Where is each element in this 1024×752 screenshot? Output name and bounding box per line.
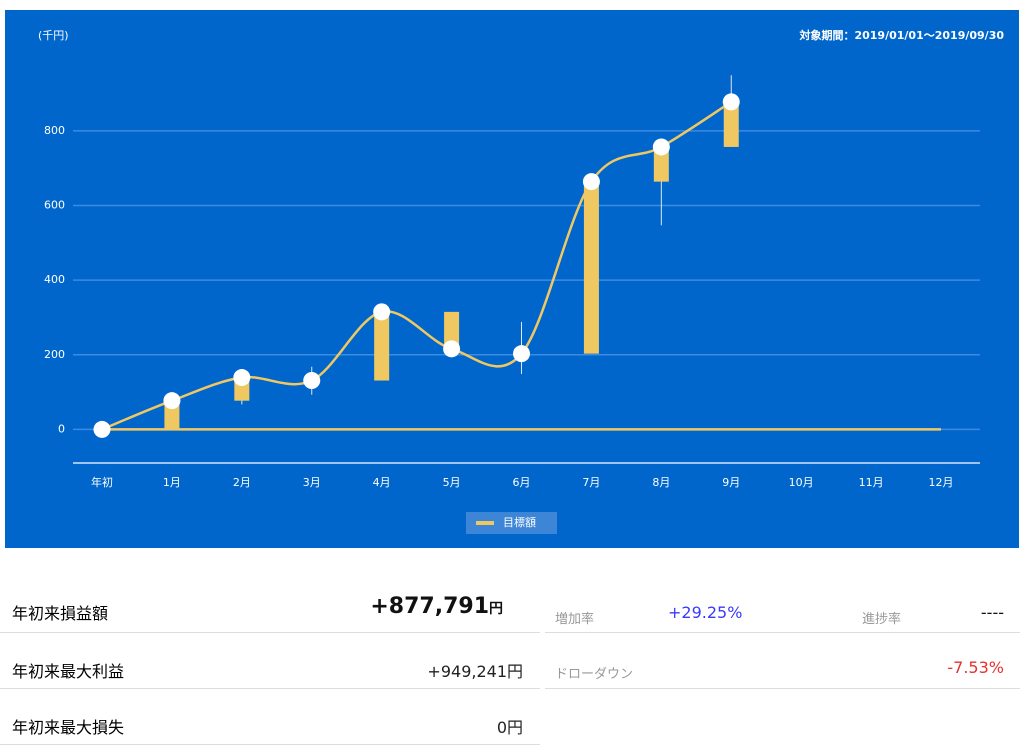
metric-label: 進捗率 <box>862 612 902 627</box>
metric-value: -7.53% <box>947 658 1004 677</box>
row-border <box>0 632 540 633</box>
row-label: 年初来最大損失 <box>12 718 125 737</box>
y-tick-label: 800 <box>44 124 65 137</box>
y-tick-label: 400 <box>44 273 65 286</box>
chart: (千円) 対象期間：2019/01/01〜2019/09/30 0 200 400 6… <box>5 10 1019 548</box>
legend-box <box>466 512 557 534</box>
x-tick-label: 5月 <box>443 476 461 489</box>
result-point <box>722 93 740 111</box>
x-tick-label: 8月 <box>652 476 670 489</box>
x-tick-label: 12月 <box>929 476 954 489</box>
result-point <box>303 372 321 390</box>
metric-value: +29.25% <box>668 603 743 622</box>
x-tick-label: 4月 <box>373 476 391 489</box>
row-value: 0円 <box>496 718 523 737</box>
x-tick-label: 6月 <box>513 476 531 489</box>
row-value: +877,791円 <box>370 594 503 619</box>
unit-label: (千円) <box>38 29 69 42</box>
row-label: 年初来最大利益 <box>12 662 125 681</box>
result-point <box>652 138 670 156</box>
metric-value: ---- <box>980 603 1004 622</box>
y-tick-label: 200 <box>44 348 65 361</box>
result-point <box>373 303 391 321</box>
result-point <box>582 173 600 191</box>
chart-panel <box>5 10 1019 548</box>
x-tick-label: 7月 <box>582 476 600 489</box>
x-tick-label: 9月 <box>722 476 740 489</box>
result-point <box>93 420 111 438</box>
candle-body <box>583 181 599 354</box>
x-tick-label: 2月 <box>233 476 251 489</box>
row-border <box>545 632 1020 633</box>
y-tick-label: 0 <box>58 422 65 435</box>
result-point <box>513 345 530 363</box>
x-tick-label: 年初 <box>91 475 113 489</box>
row-border <box>545 688 1020 689</box>
x-tick-label: 3月 <box>303 476 321 489</box>
row-value: +949,241円 <box>427 662 523 681</box>
x-tick-label: 10月 <box>789 476 814 489</box>
unit: 円 <box>489 601 503 617</box>
x-tick-label: 1月 <box>163 476 181 489</box>
legend-label: 目標額 <box>503 515 536 529</box>
metric-label: 増加率 <box>555 612 595 627</box>
result-curve <box>101 100 732 431</box>
y-tick-label: 600 <box>44 199 65 212</box>
row-border <box>0 688 540 689</box>
value: +877,791 <box>370 594 489 619</box>
row-label: 年初来損益額 <box>12 604 109 623</box>
candle-body <box>374 311 390 381</box>
result-point <box>443 340 461 358</box>
candle-body <box>653 146 669 182</box>
metric-label: ドローダウン <box>555 667 634 682</box>
candle-body <box>723 101 739 147</box>
period: 対象期間：2019/01/01〜2019/09/30 <box>798 28 1004 42</box>
result-point <box>163 392 181 410</box>
result-point <box>233 369 251 387</box>
x-tick-label: 11月 <box>859 476 884 489</box>
candle-body <box>444 311 460 349</box>
row-border <box>0 744 540 745</box>
